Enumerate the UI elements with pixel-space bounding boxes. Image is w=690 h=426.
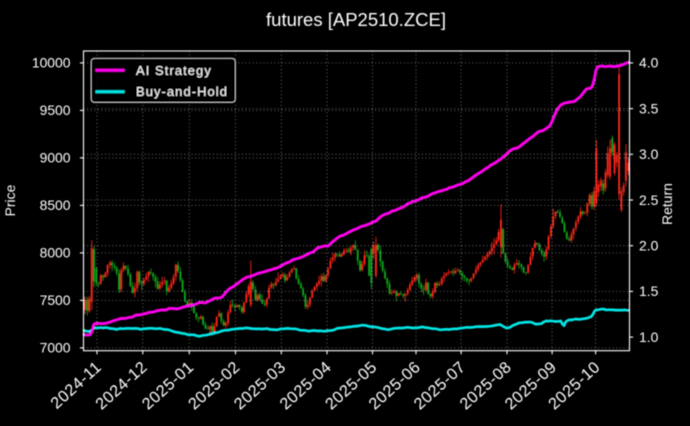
svg-text:futures [AP2510.ZCE]: futures [AP2510.ZCE] [266,9,446,30]
svg-text:2.5: 2.5 [639,192,659,208]
svg-text:4.0: 4.0 [639,55,659,71]
svg-text:3.5: 3.5 [639,100,659,116]
svg-text:9000: 9000 [40,150,71,166]
svg-text:3.0: 3.0 [639,146,659,162]
svg-text:Price: Price [2,184,18,216]
svg-text:8500: 8500 [40,197,71,213]
svg-text:7000: 7000 [40,340,71,356]
svg-text:1.0: 1.0 [639,329,659,345]
svg-text:2.0: 2.0 [639,238,659,254]
svg-text:Buy-and-Hold: Buy-and-Hold [136,84,228,99]
svg-text:Return: Return [659,183,675,225]
svg-text:8000: 8000 [40,245,71,261]
svg-text:AI Strategy: AI Strategy [136,63,212,78]
svg-text:7500: 7500 [40,292,71,308]
svg-text:1.5: 1.5 [639,283,659,299]
svg-text:9500: 9500 [40,102,71,118]
svg-text:10000: 10000 [32,55,71,71]
